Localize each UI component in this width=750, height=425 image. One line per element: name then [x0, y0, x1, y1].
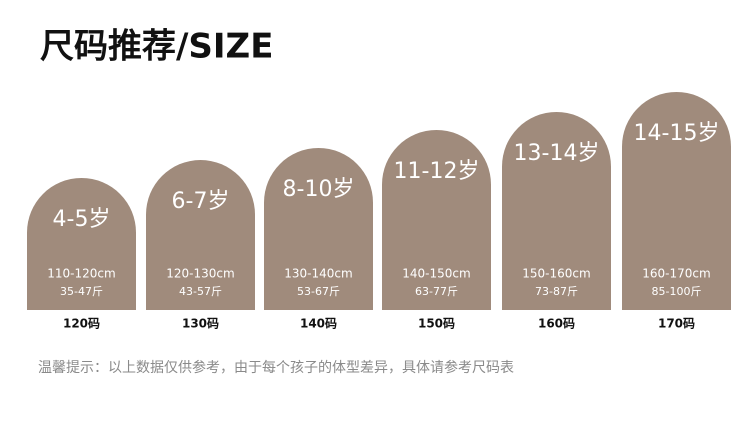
size-label: 120码 [63, 317, 100, 331]
size-label: 130码 [182, 317, 219, 331]
title: 尺码推荐/SIZE [40, 27, 273, 67]
size-card [502, 112, 611, 310]
weight-label: 35-47斤 [60, 285, 103, 298]
weight-label: 63-77斤 [415, 285, 458, 298]
age-label: 6-7岁 [172, 189, 230, 214]
size-card [622, 92, 731, 310]
age-label: 14-15岁 [634, 121, 720, 146]
size-label: 140码 [300, 317, 337, 331]
size-card [382, 129, 491, 310]
weight-label: 85-100斤 [652, 285, 702, 298]
age-label: 13-14岁 [514, 141, 600, 166]
height-label: 120-130cm [166, 267, 234, 281]
size-card [264, 148, 373, 310]
size-label: 150码 [418, 317, 455, 331]
weight-label: 43-57斤 [179, 285, 222, 298]
height-label: 140-150cm [402, 267, 470, 281]
size-label: 170码 [658, 317, 695, 331]
footnote: 温馨提示：以上数据仅供参考，由于每个孩子的体型差异，具体请参考尺码表 [38, 359, 514, 376]
size-card [27, 177, 136, 310]
age-label: 4-5岁 [53, 207, 111, 232]
height-label: 160-170cm [642, 267, 710, 281]
height-label: 110-120cm [47, 267, 115, 281]
size-card [146, 160, 255, 310]
height-label: 130-140cm [284, 267, 352, 281]
weight-label: 73-87斤 [535, 285, 578, 298]
height-label: 150-160cm [522, 267, 590, 281]
size-label: 160码 [538, 317, 575, 331]
age-label: 8-10岁 [283, 177, 355, 202]
weight-label: 53-67斤 [297, 285, 340, 298]
age-label: 11-12岁 [394, 159, 480, 184]
